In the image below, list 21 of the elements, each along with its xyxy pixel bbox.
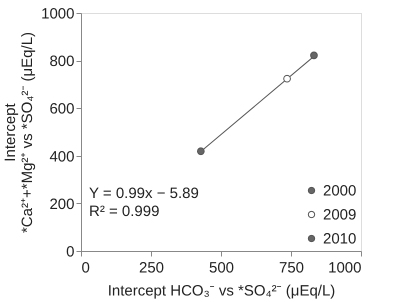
x-axis-title: Intercept HCO₃⁻ vs *SO₄²⁻ (μEq/L)	[108, 282, 336, 300]
y-tick-label: 600	[49, 100, 74, 118]
annotation: Y = 0.99x − 5.89	[89, 185, 199, 202]
y-tick-label: 200	[49, 196, 74, 213]
annotation: R² = 0.999	[89, 203, 160, 220]
point	[196, 147, 205, 156]
y-tick-label: 400	[49, 148, 74, 166]
x-tick-label: 0	[82, 260, 90, 276]
x-tick-label: 250	[138, 260, 164, 276]
legend-label: 2009	[323, 206, 356, 224]
x-tick-label: 750	[278, 260, 304, 276]
x-tick-label: 1000	[328, 260, 362, 276]
y-axis-title: Intercept *Ca²⁺+*Mg²⁺ vs *SO₄²⁻ (μEq/L)	[2, 32, 36, 234]
point	[283, 74, 291, 83]
legend-label: 2010	[323, 230, 356, 248]
y-tick-label: 800	[49, 53, 74, 70]
point	[310, 52, 318, 60]
y-tick-label: 1000	[41, 6, 74, 22]
legend-label: 2000	[323, 182, 356, 200]
x-tick-label: 500	[208, 260, 234, 276]
y-tick-label: 0	[66, 244, 74, 260]
